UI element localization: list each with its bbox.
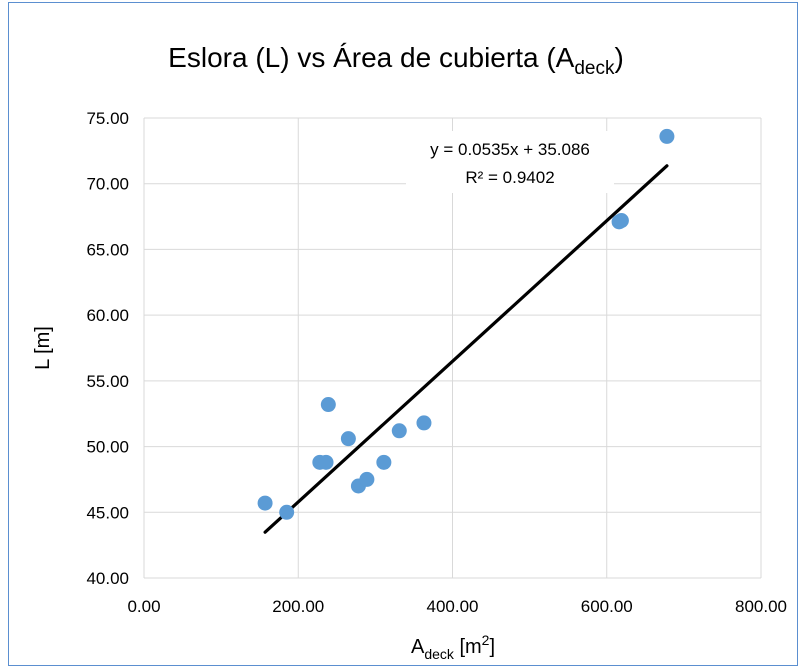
x-tick-label: 200.00: [272, 597, 324, 616]
scatter-chart: Eslora (L) vs Área de cubierta (Adeck) 0…: [32, 42, 787, 662]
x-tick-label: 0.00: [127, 597, 160, 616]
grid-lines: [143, 117, 762, 579]
x-tick-label: 400.00: [427, 597, 479, 616]
data-point: [359, 471, 375, 487]
trendline: [263, 164, 669, 534]
y-tick-label: 60.00: [86, 306, 129, 325]
y-tick-label: 55.00: [86, 372, 129, 391]
data-point: [659, 128, 675, 144]
data-point: [613, 213, 629, 229]
chart-title-close: ): [614, 42, 623, 73]
x-axis-label-close: ]: [489, 636, 495, 658]
x-tick-labels: 0.00 200.00 400.00 600.00 800.00: [127, 597, 787, 616]
trendline-equation: y = 0.0535x + 35.086: [430, 140, 590, 159]
x-axis-label-subscript: deck: [424, 646, 455, 662]
data-point: [279, 504, 295, 520]
chart-frame: Eslora (L) vs Área de cubierta (Adeck) 0…: [8, 2, 798, 666]
x-axis-label: Adeck [m2]: [411, 632, 495, 662]
y-tick-label: 65.00: [86, 240, 129, 259]
y-tick-label: 75.00: [86, 109, 129, 128]
chart-title: Eslora (L) vs Área de cubierta (Adeck): [168, 42, 624, 79]
trendline-r-squared: R² = 0.9402: [465, 168, 554, 187]
data-point: [416, 415, 432, 431]
y-tick-label: 70.00: [86, 175, 129, 194]
x-axis-label-unit: [m: [454, 636, 482, 658]
y-tick-label: 45.00: [86, 503, 129, 522]
x-axis-label-main: A: [411, 636, 425, 658]
data-point: [318, 454, 334, 470]
chart-title-main: Eslora (L) vs Área de cubierta (A: [168, 42, 574, 73]
y-tick-label: 50.00: [86, 438, 129, 457]
data-point: [391, 423, 407, 439]
y-tick-labels: 40.00 45.00 50.00 55.00 60.00 65.00 70.00 75.00: [86, 109, 129, 588]
chart-title-subscript: deck: [574, 58, 615, 79]
data-point: [376, 454, 392, 470]
data-point: [340, 431, 356, 447]
x-tick-label: 600.00: [581, 597, 633, 616]
data-point: [320, 397, 336, 413]
x-tick-label: 800.00: [735, 597, 787, 616]
data-points: [257, 128, 675, 520]
y-axis-label: L [m]: [32, 326, 54, 370]
y-tick-label: 40.00: [86, 569, 129, 588]
trendline-group: [263, 164, 669, 534]
x-axis-label-superscript: 2: [482, 632, 490, 648]
data-point: [257, 495, 273, 511]
equation-label-background: [406, 131, 614, 193]
